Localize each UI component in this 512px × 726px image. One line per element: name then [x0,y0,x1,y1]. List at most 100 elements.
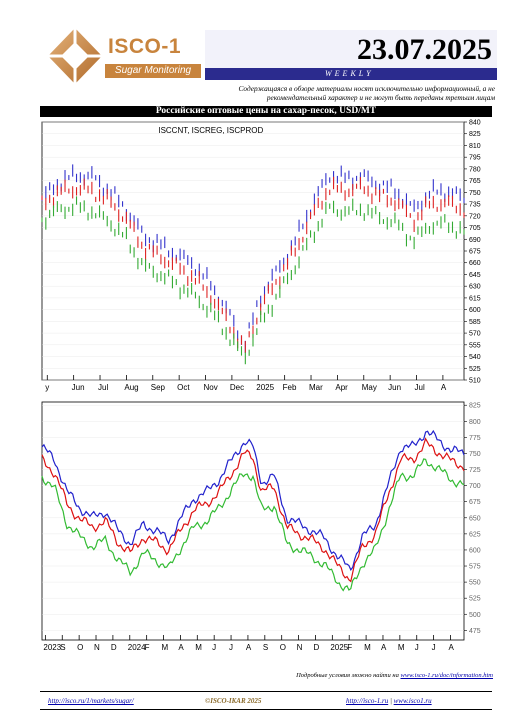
x-tick-label: O [280,643,286,652]
x-tick-label: O [77,643,83,652]
y-tick-label: 600 [469,307,481,314]
x-tick-label: A [441,383,447,392]
y-tick-label: 575 [469,564,481,571]
y-tick-label: 510 [469,378,481,385]
y-tick-label: 525 [469,366,481,373]
y-tick-label: 825 [469,403,481,410]
series-line [41,458,465,592]
y-tick-label: 585 [469,319,481,326]
logo-subtitle: Sugar Monitoring [105,64,201,78]
footer-link-site[interactable]: http://isco-1.ru | www.isco1.ru [346,697,432,705]
source-prefix: Подробные условия можно найти на [296,672,399,679]
chart-title: ISCCNT, ISCREG, ISCPROD [158,126,263,135]
footer-rule-top [40,691,492,692]
footer-rule-bottom [40,709,492,710]
y-tick-label: 555 [469,342,481,349]
footer-brand: ©ISCO-IKAR 2025 [205,697,262,705]
y-tick-label: 675 [469,249,481,256]
plot-frame [41,401,465,641]
y-tick-label: 795 [469,155,481,162]
x-tick-label: J [415,643,419,652]
y-tick-label: 540 [469,354,481,361]
source-link[interactable]: www.isco-1.ru/doc/information.htm [400,672,493,679]
price-chart-daily: 510 525 540 555 570 585 600 615 630 645 660 675 690 7… [41,120,481,392]
x-tick-label: Jul [415,383,425,392]
x-tick-label: 2024 [128,643,146,652]
x-tick-label: Nov [204,383,218,392]
y-tick-label: 800 [469,419,481,426]
x-tick-label: N [297,643,303,652]
section-title: Российские оптовые цены на сахар-песок, … [40,106,492,117]
x-tick-label: F [145,643,150,652]
x-tick-label: Jun [72,383,85,392]
y-tick-label: 650 [469,515,481,522]
y-tick-label: 840 [469,120,481,127]
report-date: 23.07.2025 [357,33,492,66]
x-tick-label: S [60,643,65,652]
x-tick-label: M [195,643,202,652]
x-tick-label: A [178,643,184,652]
x-tick-label: J [432,643,436,652]
x-tick-label: Dec [230,383,244,392]
x-tick-label: May [362,383,377,392]
x-tick-label: Jun [388,383,401,392]
date-panel [205,30,497,68]
x-tick-label: D [313,643,319,652]
x-tick-label: y [45,383,49,392]
y-tick-label: 630 [469,284,481,291]
price-chart-longterm: 475 500 525 550 575 600 625 650 675 700 725 750 775 8… [41,401,481,652]
logo-title: ISCO-1 [108,35,182,58]
series-line [41,437,465,583]
isco-logo [48,28,102,84]
y-tick-label: 705 [469,225,481,232]
x-tick-label: A [381,643,387,652]
x-tick-label: 2025 [256,383,274,392]
x-tick-label: A [448,643,454,652]
x-tick-label: Sep [151,383,166,392]
disclaimer: Содержащаяся в обзоре материалы носят ис… [238,84,495,102]
y-tick-label: 750 [469,451,481,458]
y-tick-label: 690 [469,237,481,244]
y-tick-label: 550 [469,580,481,587]
y-tick-label: 810 [469,143,481,150]
x-tick-label: Aug [124,383,138,392]
y-tick-label: 735 [469,202,481,209]
y-tick-label: 750 [469,190,481,197]
x-tick-label: A [246,643,252,652]
y-tick-label: 615 [469,295,481,302]
y-tick-label: 600 [469,547,481,554]
x-tick-label: 2023 [43,643,61,652]
x-tick-label: M [364,643,371,652]
x-tick-label: Oct [177,383,190,392]
x-tick-label: Jul [98,383,108,392]
x-tick-label: Mar [309,383,323,392]
y-tick-label: 675 [469,499,481,506]
x-tick-label: S [263,643,268,652]
y-tick-label: 660 [469,260,481,267]
x-tick-label: J [212,643,216,652]
y-tick-label: 525 [469,596,481,603]
x-tick-label: M [398,643,405,652]
y-tick-label: 825 [469,131,481,138]
y-tick-label: 780 [469,166,481,173]
y-tick-label: 775 [469,435,481,442]
x-tick-label: D [111,643,117,652]
x-tick-label: Apr [335,383,348,392]
x-tick-label: Feb [283,383,297,392]
x-tick-label: M [162,643,169,652]
y-tick-label: 765 [469,178,481,185]
source-note: Подробные условия можно найти на www.isc… [30,672,493,679]
y-tick-label: 475 [469,628,481,635]
series-line [41,429,465,571]
y-tick-label: 570 [469,331,481,338]
y-tick-label: 725 [469,467,481,474]
y-tick-label: 700 [469,483,481,490]
y-tick-label: 625 [469,531,481,538]
x-tick-label: 2025 [330,643,348,652]
y-tick-label: 500 [469,612,481,619]
x-tick-label: N [94,643,100,652]
footer-link-markets[interactable]: http://isco.ru/1/markets/sugar/ [48,697,134,705]
x-tick-label: J [229,643,233,652]
frequency-bar: WEEKLY [205,68,497,80]
y-tick-label: 645 [469,272,481,279]
